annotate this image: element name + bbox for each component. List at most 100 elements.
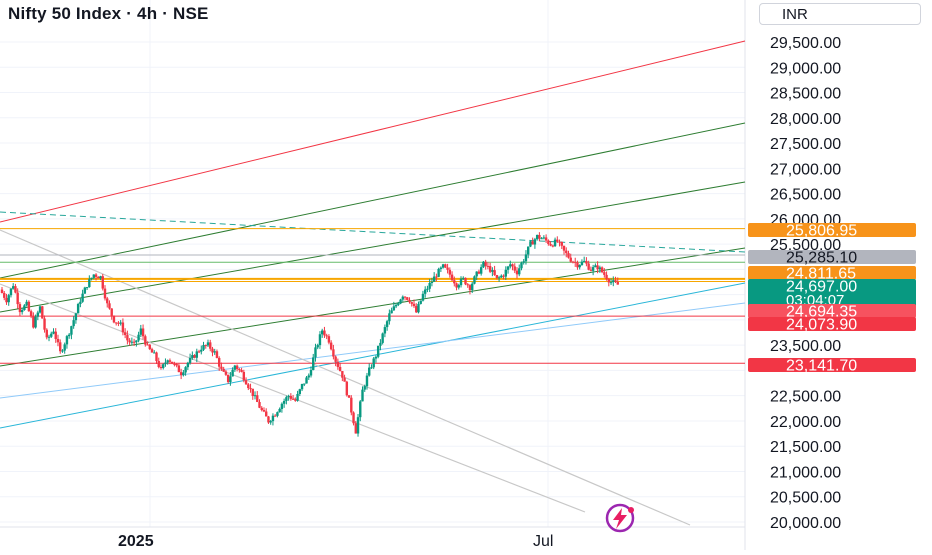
candle-body [117,322,120,324]
candle-body [23,305,26,310]
y-tick-label: 20,000.00 [770,515,841,532]
candle-body [224,371,228,375]
candle-body [88,279,91,288]
candle-body [303,383,306,385]
candle-body [101,276,104,289]
candle-body [97,276,100,279]
price-tag [748,250,916,264]
candle-body [614,280,617,282]
candle-body [417,303,420,313]
candle-body [193,355,196,358]
candle-body [560,241,563,246]
candle-body [123,332,127,336]
candle-body [585,260,588,264]
candle-body [67,334,71,337]
candle-body [448,269,452,275]
y-tick-label: 23,500.00 [770,338,841,355]
candle-body [184,367,187,373]
candle-body [432,276,436,282]
candle-body [14,286,17,293]
candle-body [562,245,566,251]
candle-body [72,320,75,327]
candle-body [547,240,550,245]
candle-body [79,301,82,305]
candle-body [65,336,69,345]
price-tag-label: 24,697.00 [786,279,857,296]
candle-body [99,276,102,279]
candle-body [397,303,400,305]
price-tag [748,358,916,372]
candle-body [453,280,456,284]
candle-body [475,271,478,277]
candle-body [312,357,315,370]
candle-body [343,377,346,382]
candle-body [240,370,243,372]
candle-body [258,401,261,408]
candle-body [25,301,28,306]
candle-body [260,407,263,411]
candle-body [18,304,22,313]
candle-body [76,304,80,314]
candle-body [238,369,241,371]
candle-body [558,241,561,243]
candle-body [215,351,219,358]
candle-body [54,331,57,339]
candle-body [47,336,51,338]
candle-body [249,388,252,390]
candle-body [141,328,145,337]
candle-body [27,301,31,312]
candle-body [16,292,19,305]
candle-body [300,384,304,390]
candle-body [450,274,454,281]
price-tag [748,223,916,237]
candle-body [314,347,317,358]
candle-body [179,372,183,376]
candle-body [318,334,322,346]
trendline-dashed [0,211,746,253]
candle-body [256,395,259,402]
candle-body [41,306,44,319]
candle-body [307,375,310,378]
candle-body [7,295,10,303]
candle-body [574,261,577,263]
candle-body [251,388,254,397]
candle-body [61,350,64,352]
candle-body [388,313,391,322]
candle-body [399,299,402,304]
candle-body [468,285,472,291]
candle-body [83,287,87,294]
candle-body [520,262,523,269]
lightning-bolt [613,508,627,529]
candle-body [222,368,225,372]
candle-body [170,361,174,364]
candle-body [166,360,169,363]
candle-body [437,268,440,277]
time-axis[interactable]: 2025 Jul [0,526,745,550]
candle-body [242,371,246,381]
candle-body [182,372,185,376]
candle-body [428,282,431,289]
candle-body [235,365,239,370]
candle-body [59,342,62,352]
candle-body [110,308,113,316]
price-tags-layer: 25,806.9525,285.1024,811.6524,697.0003:0… [748,223,916,375]
y-tick-label: 29,000.00 [770,60,841,77]
candle-body [394,304,398,307]
candle-body [412,303,416,307]
candle-body [488,266,492,272]
candle-body [569,257,572,262]
currency-selector[interactable]: INR [759,3,921,25]
candle-body [282,400,286,404]
candle-body [439,267,443,269]
candle-body [591,267,595,271]
x-tick-label: 2025 [118,533,154,550]
candle-body [262,410,266,412]
candle-body [90,277,93,280]
candle-body [45,329,48,338]
candle-body [20,309,24,313]
candle-body [52,331,55,334]
candle-body [32,316,35,328]
price-tag-label: 24,694.35 [786,304,857,321]
